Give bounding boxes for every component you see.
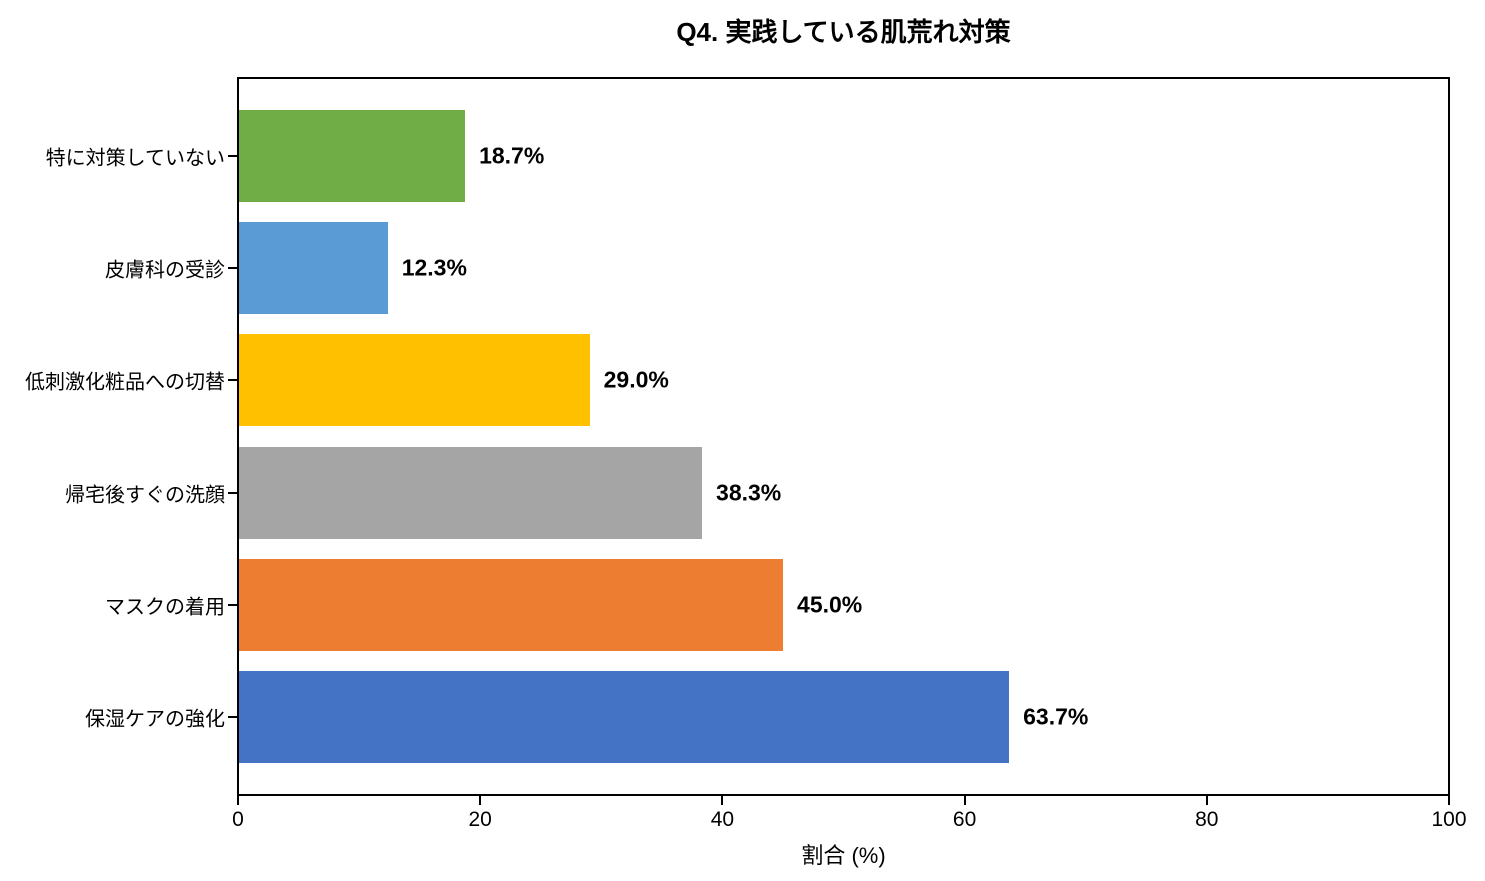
bar-value-label: 12.3% bbox=[401, 254, 467, 281]
category-label: 保湿ケアの強化 bbox=[85, 708, 225, 731]
bar bbox=[239, 558, 784, 651]
x-tick-label: 0 bbox=[232, 808, 244, 831]
bar bbox=[239, 110, 466, 202]
x-tick bbox=[963, 796, 966, 805]
y-tick bbox=[228, 155, 237, 157]
x-tick-label: 40 bbox=[710, 808, 735, 831]
x-tick-label: 20 bbox=[468, 808, 492, 831]
bar bbox=[239, 671, 1010, 763]
plot-area: 18.7% 12.3% 29.0% 38.3% 45.0% 63.7% bbox=[237, 77, 1450, 796]
x-tick bbox=[721, 796, 724, 805]
x-tick bbox=[237, 796, 239, 805]
y-tick bbox=[228, 379, 237, 382]
bar bbox=[239, 334, 590, 427]
category-label: 帰宅後すぐの洗顔 bbox=[65, 484, 225, 507]
x-tick bbox=[1448, 796, 1450, 805]
bar bbox=[239, 222, 388, 315]
bar-value-label: 29.0% bbox=[603, 366, 669, 393]
x-tick bbox=[1205, 796, 1208, 805]
bar-value-label: 45.0% bbox=[797, 591, 863, 618]
bar-value-label: 63.7% bbox=[1023, 703, 1089, 730]
x-tick-label: 100 bbox=[1431, 808, 1467, 831]
bar-value-label: 38.3% bbox=[716, 479, 782, 506]
category-label: 特に対策していない bbox=[45, 147, 225, 170]
y-tick bbox=[228, 491, 237, 494]
x-tick-label: 80 bbox=[1195, 808, 1219, 831]
y-tick bbox=[228, 716, 237, 718]
y-tick bbox=[228, 603, 237, 606]
bar bbox=[239, 446, 703, 539]
y-tick bbox=[228, 267, 237, 270]
x-tick-label: 60 bbox=[952, 808, 977, 831]
bar-value-label: 18.7% bbox=[479, 142, 545, 169]
category-label: 皮膚科の受診 bbox=[105, 259, 225, 282]
category-label: 低刺激化粧品への切替 bbox=[25, 371, 225, 394]
chart-title: Q4. 実践している肌荒れ対策 bbox=[676, 17, 1011, 47]
x-axis-label: 割合 (%) bbox=[801, 843, 886, 868]
x-tick bbox=[479, 796, 482, 805]
category-label: マスクの着用 bbox=[105, 596, 225, 619]
